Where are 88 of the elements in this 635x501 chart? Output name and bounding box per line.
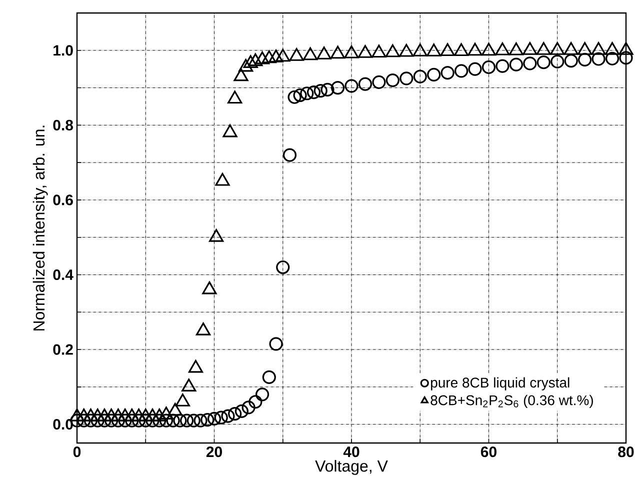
legend-label: 8CB+Sn$_{2}$P$_{2}$S$_{6}$ (0.36 wt.%): [430, 394, 593, 408]
point: [536, 42, 551, 55]
point: [215, 172, 230, 186]
point: [454, 43, 469, 56]
point: [262, 370, 276, 384]
point: [399, 44, 414, 57]
point: [254, 51, 270, 64]
x-tick-label: 0: [73, 446, 81, 458]
point: [618, 42, 634, 55]
point: [440, 43, 455, 56]
point: [194, 414, 208, 428]
point: [242, 400, 256, 414]
y-axis-title: Normalized intensity, arb. un.: [32, 126, 48, 330]
point: [303, 47, 318, 60]
point: [77, 414, 91, 428]
point: [248, 395, 262, 409]
point: [578, 42, 592, 55]
point: [268, 50, 284, 62]
point: [427, 68, 441, 82]
point: [508, 42, 524, 56]
point: [228, 407, 242, 421]
point: [255, 388, 270, 402]
point: [316, 46, 332, 60]
point: [288, 90, 302, 104]
point: [209, 229, 224, 242]
point: [330, 46, 346, 59]
point: [481, 42, 496, 56]
point: [385, 44, 400, 58]
point: [495, 42, 510, 56]
point: [522, 42, 538, 55]
y-tick-label: 0.2: [53, 344, 73, 355]
point: [166, 414, 180, 428]
y-tick-label: 0.6: [53, 194, 73, 206]
point: [214, 410, 228, 424]
point: [262, 50, 276, 64]
point: [269, 337, 283, 351]
point: [98, 414, 112, 428]
point: [132, 414, 146, 428]
point: [276, 260, 290, 274]
point: [591, 42, 606, 55]
point: [248, 53, 263, 66]
point: [125, 414, 139, 428]
point: [550, 42, 565, 55]
point: [372, 44, 386, 58]
point: [186, 414, 200, 428]
point: [159, 414, 174, 428]
point: [180, 414, 194, 428]
x-tick-label: 60: [480, 446, 496, 458]
y-tick-label: 1.0: [54, 45, 73, 56]
x-tick-label: 20: [206, 446, 222, 458]
point: [426, 44, 442, 56]
point: [90, 414, 104, 428]
point: [200, 413, 214, 427]
y-tick-label: 0.4: [53, 269, 74, 280]
point: [320, 82, 334, 96]
point: [358, 45, 373, 58]
point: [221, 409, 235, 423]
x-tick-label: 40: [343, 446, 360, 458]
point: [289, 48, 304, 61]
point: [111, 414, 125, 428]
point: [152, 414, 166, 428]
point: [228, 90, 242, 104]
point: [173, 414, 187, 428]
point: [202, 281, 217, 294]
x-axis-title: Voltage, V: [315, 460, 388, 475]
point: [412, 44, 428, 56]
point: [84, 414, 98, 428]
point: [234, 68, 248, 82]
point: [104, 414, 118, 428]
point: [604, 42, 620, 55]
point: [344, 45, 359, 58]
point: [234, 404, 248, 418]
point: [146, 414, 160, 428]
point: [468, 42, 482, 56]
point: [564, 42, 578, 55]
point: [238, 58, 254, 72]
x-tick-label: 80: [618, 446, 634, 458]
y-tick-label: 0.8: [53, 120, 74, 130]
point: [207, 412, 222, 426]
point: [196, 322, 211, 336]
point: [222, 124, 238, 138]
point: [282, 148, 297, 162]
point: [243, 55, 258, 68]
point: [372, 75, 386, 89]
legend-label: pure 8CB liquid crystal: [431, 377, 570, 390]
point: [276, 48, 290, 62]
point: [138, 414, 152, 428]
point: [118, 414, 132, 428]
